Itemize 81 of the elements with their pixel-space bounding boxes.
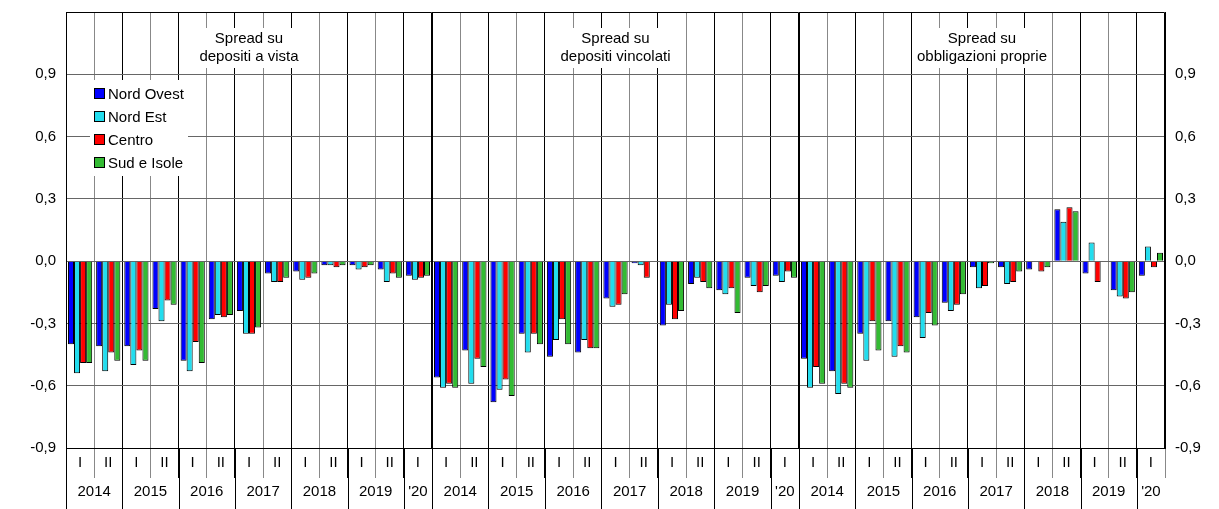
y-tick-label: 0,0 xyxy=(1175,251,1196,269)
x-tick-label: I xyxy=(1036,453,1041,471)
y-tick-label: 0,6 xyxy=(35,126,56,144)
x-tick-label: II xyxy=(385,453,394,471)
y-tick-label: 0,9 xyxy=(1175,64,1196,82)
x-tick-label: II xyxy=(696,453,705,471)
text: Spread su obbligazioni proprie xyxy=(916,29,1048,65)
y-tick-label: -0,3 xyxy=(30,313,56,331)
x-tick-label: II xyxy=(329,453,338,471)
y-tick-label: 0,3 xyxy=(35,189,56,206)
y-tick-label: 0,0 xyxy=(35,251,56,269)
x-tick-label: I xyxy=(669,453,675,471)
y-tick-label: 0,6 xyxy=(1175,126,1196,144)
x-tick-label: II xyxy=(470,453,479,471)
x-tick-label: II xyxy=(583,453,592,471)
text: '20 xyxy=(408,482,428,500)
x-tick-label: I xyxy=(782,453,787,471)
text: 2017 xyxy=(979,482,1013,500)
text: 2014 xyxy=(77,482,111,500)
y-tick-label: -0,9 xyxy=(1175,438,1201,456)
text: 2015 xyxy=(133,482,168,500)
text: 2017 xyxy=(612,482,647,500)
x-tick-label: II xyxy=(160,453,169,471)
x-tick-label: I xyxy=(415,453,421,471)
legend-label: Nord Ovest xyxy=(108,85,184,102)
legend-label: Centro xyxy=(108,131,154,148)
y-tick-label: 0,9 xyxy=(35,64,56,82)
x-tick-label: II xyxy=(893,453,902,471)
text: Spread su depositi vincolati xyxy=(560,29,671,65)
x-tick-label: II xyxy=(272,453,282,471)
x-tick-label: I xyxy=(246,453,252,471)
text: Spread su depositi a vista xyxy=(199,29,300,65)
x-tick-label: II xyxy=(1005,453,1015,471)
text: 2018 xyxy=(1035,482,1070,500)
x-tick-label: I xyxy=(303,453,308,471)
x-tick-label: I xyxy=(1092,453,1097,471)
text: 2019 xyxy=(1092,482,1126,500)
y-tick-label: -0,6 xyxy=(30,375,56,393)
x-tick-label: I xyxy=(134,453,139,471)
x-tick-label: I xyxy=(613,453,618,471)
x-tick-label: I xyxy=(500,453,505,471)
x-tick-label: I xyxy=(359,453,364,471)
text: 2016 xyxy=(556,482,590,500)
legend-label: Sud e Isole xyxy=(108,154,184,171)
y-tick-label: 0,3 xyxy=(1175,189,1196,206)
x-tick-label: II xyxy=(639,453,648,471)
x-tick-label: I xyxy=(726,453,731,471)
x-tick-label: II xyxy=(1118,453,1127,471)
text: 2015 xyxy=(500,482,534,500)
x-tick-label: I xyxy=(979,453,985,471)
x-tick-label: I xyxy=(867,453,872,471)
text: 2016 xyxy=(190,482,224,500)
x-tick-label: II xyxy=(526,453,535,471)
legend-label: Nord Est xyxy=(108,108,167,125)
x-tick-label: II xyxy=(949,453,959,471)
text: 2015 xyxy=(866,482,901,500)
text: 2016 xyxy=(923,482,957,500)
text: '20 xyxy=(775,482,795,500)
y-tick-label: -0,3 xyxy=(1175,313,1201,331)
x-tick-label: I xyxy=(77,453,83,471)
x-tick-label: II xyxy=(216,453,226,471)
x-tick-label: II xyxy=(837,453,846,471)
text: '20 xyxy=(1141,482,1161,500)
y-tick-label: -0,9 xyxy=(30,438,56,456)
text: 2017 xyxy=(246,482,280,500)
text: 2019 xyxy=(725,482,760,500)
y-tick-label: -0,6 xyxy=(1175,375,1201,393)
x-tick-label: II xyxy=(104,453,113,471)
x-tick-label: II xyxy=(1062,453,1071,471)
x-tick-label: I xyxy=(1148,453,1154,471)
x-tick-label: I xyxy=(556,453,562,471)
x-tick-label: I xyxy=(810,453,816,471)
text: 2014 xyxy=(443,482,477,500)
text: 2014 xyxy=(810,482,844,500)
x-tick-label: II xyxy=(752,453,761,471)
x-tick-label: I xyxy=(923,453,928,471)
text: 2018 xyxy=(669,482,703,500)
text: 2019 xyxy=(359,482,393,500)
text: 2018 xyxy=(302,482,337,500)
x-tick-label: I xyxy=(190,453,195,471)
x-tick-label: I xyxy=(444,453,449,471)
